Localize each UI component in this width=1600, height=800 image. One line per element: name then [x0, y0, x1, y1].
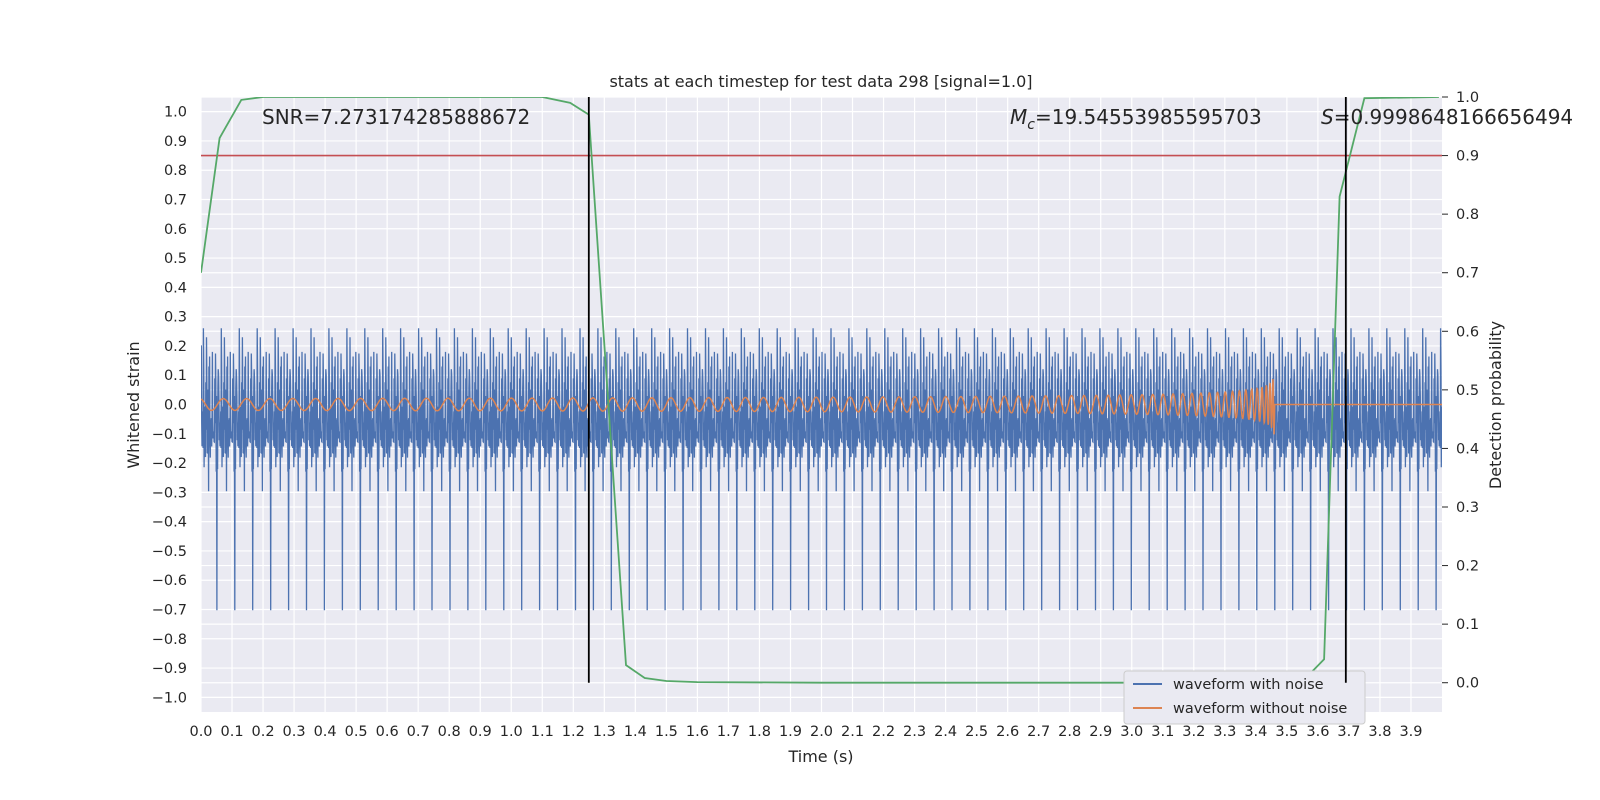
y2-tick-label: 0.0: [1456, 676, 1479, 692]
x-tick-label: 0.2: [252, 724, 275, 740]
y-tick-label: 0.2: [164, 339, 187, 355]
x-tick-label: 1.3: [593, 724, 616, 740]
y2-tick-label: 0.4: [1456, 441, 1479, 457]
legend-clean-label: waveform without noise: [1173, 701, 1347, 717]
chirp-mass-annotation: Mc=19.54553985595703: [1010, 105, 1262, 133]
y2-tick-label: 0.3: [1456, 500, 1479, 516]
y2-axis-label: Detection probability: [1486, 321, 1505, 489]
y-tick-label: −1.0: [152, 690, 187, 706]
legend: waveform with noise waveform without noi…: [1123, 670, 1366, 725]
x-tick-label: 2.1: [841, 724, 864, 740]
y-tick-label: −0.9: [152, 661, 187, 677]
x-tick-label: 0.4: [314, 724, 337, 740]
legend-noise-label: waveform with noise: [1173, 677, 1324, 693]
y-tick-label: 0.4: [164, 280, 187, 296]
x-tick-label: 0.3: [283, 724, 306, 740]
x-tick-label: 1.1: [531, 724, 554, 740]
y2-tick-label: 0.7: [1456, 266, 1479, 282]
x-tick-label: 2.8: [1058, 724, 1081, 740]
y-tick-label: −0.5: [152, 544, 187, 560]
ticks: 0.0 0.1 0.2 0.3 0.4 0.5 0.6 0.7 0.8 0.9 1.0 1.1 1.2 1…: [152, 90, 1479, 740]
series-clean-line: [201, 378, 1442, 435]
series-noise-line: [201, 328, 1442, 611]
y2-tick-label: 0.1: [1456, 617, 1479, 633]
y2-tick-label: 0.2: [1456, 559, 1479, 575]
x-tick-label: 3.4: [1244, 724, 1267, 740]
x-tick-label: 3.1: [1151, 724, 1174, 740]
x-tick-label: 3.7: [1337, 724, 1360, 740]
x-tick-label: 2.7: [1027, 724, 1050, 740]
y-tick-label: −0.4: [152, 515, 187, 531]
y-tick-label: −0.7: [152, 603, 187, 619]
x-tick-label: 3.3: [1213, 724, 1236, 740]
x-tick-label: 1.2: [562, 724, 585, 740]
y2-tick-label: 0.5: [1456, 383, 1479, 399]
x-tick-label: 1.8: [748, 724, 771, 740]
x-tick-label: 0.5: [345, 724, 368, 740]
x-tick-label: 0.8: [438, 724, 461, 740]
x-axis-label: Time (s): [787, 747, 853, 766]
x-tick-label: 3.9: [1399, 724, 1422, 740]
x-tick-label: 1.9: [779, 724, 802, 740]
y2-tick-label: 0.8: [1456, 207, 1479, 223]
y-tick-label: 0.9: [164, 134, 187, 150]
x-tick-label: 1.0: [500, 724, 523, 740]
y-tick-label: 0.7: [164, 193, 187, 209]
x-tick-label: 3.8: [1368, 724, 1391, 740]
y-axis-label: Whitened strain: [124, 341, 143, 468]
score-value: =0.9998648166656494: [1334, 105, 1573, 129]
y-tick-label: 0.5: [164, 251, 187, 267]
x-tick-label: 2.0: [810, 724, 833, 740]
y2-tick-label: 0.9: [1456, 149, 1479, 165]
y-tick-label: −0.8: [152, 632, 187, 648]
x-tick-label: 1.5: [655, 724, 678, 740]
x-tick-label: 3.6: [1306, 724, 1329, 740]
x-tick-label: 2.3: [903, 724, 926, 740]
x-tick-label: 3.2: [1182, 724, 1205, 740]
y-tick-label: 0.0: [164, 398, 187, 414]
y2-tick-label: 1.0: [1456, 90, 1479, 106]
chirp-mass-value: =19.54553985595703: [1035, 105, 1262, 129]
y-tick-label: 0.3: [164, 310, 187, 326]
x-tick-label: 1.7: [717, 724, 740, 740]
score-annotation: S=0.9998648166656494: [1321, 105, 1573, 129]
x-tick-label: 0.1: [220, 724, 243, 740]
y-tick-label: 0.6: [164, 222, 187, 238]
legend-box: [1123, 670, 1366, 725]
score-symbol: S: [1321, 105, 1334, 129]
x-tick-label: 2.2: [872, 724, 895, 740]
chirp-mass-symbol: M: [1010, 105, 1027, 129]
y-tick-label: −0.3: [152, 485, 187, 501]
chirp-mass-subscript: c: [1027, 117, 1035, 133]
x-tick-label: 2.6: [996, 724, 1019, 740]
x-tick-label: 3.0: [1120, 724, 1143, 740]
x-tick-label: 1.6: [686, 724, 709, 740]
x-tick-label: 0.0: [189, 724, 212, 740]
x-tick-label: 2.5: [965, 724, 988, 740]
x-tick-label: 1.4: [624, 724, 647, 740]
x-tick-label: 2.9: [1089, 724, 1112, 740]
y-tick-label: 0.1: [164, 368, 187, 384]
y-tick-label: −0.1: [152, 427, 187, 443]
y2-tick-label: 0.6: [1456, 324, 1479, 340]
y-tick-label: 1.0: [164, 105, 187, 121]
x-tick-label: 0.7: [407, 724, 430, 740]
y-tick-label: 0.8: [164, 163, 187, 179]
x-tick-label: 2.4: [934, 724, 957, 740]
y-tick-label: −0.6: [152, 573, 187, 589]
chart-title: stats at each timestep for test data 298…: [609, 72, 1032, 91]
x-tick-label: 3.5: [1275, 724, 1298, 740]
x-tick-label: 0.9: [469, 724, 492, 740]
snr-annotation: SNR=7.273174285888672: [262, 105, 530, 129]
y-tick-label: −0.2: [152, 456, 187, 472]
x-tick-label: 0.6: [376, 724, 399, 740]
